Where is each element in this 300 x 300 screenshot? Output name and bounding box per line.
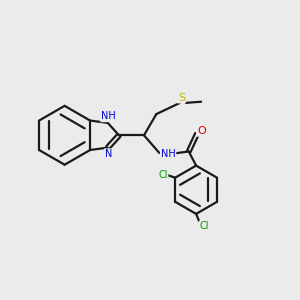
Text: O: O bbox=[197, 126, 206, 136]
Text: NH: NH bbox=[101, 111, 116, 122]
Text: Cl: Cl bbox=[200, 221, 209, 231]
Text: S: S bbox=[178, 93, 185, 103]
Text: Cl: Cl bbox=[158, 170, 168, 180]
Text: NH: NH bbox=[161, 149, 176, 159]
Text: N: N bbox=[105, 149, 112, 159]
